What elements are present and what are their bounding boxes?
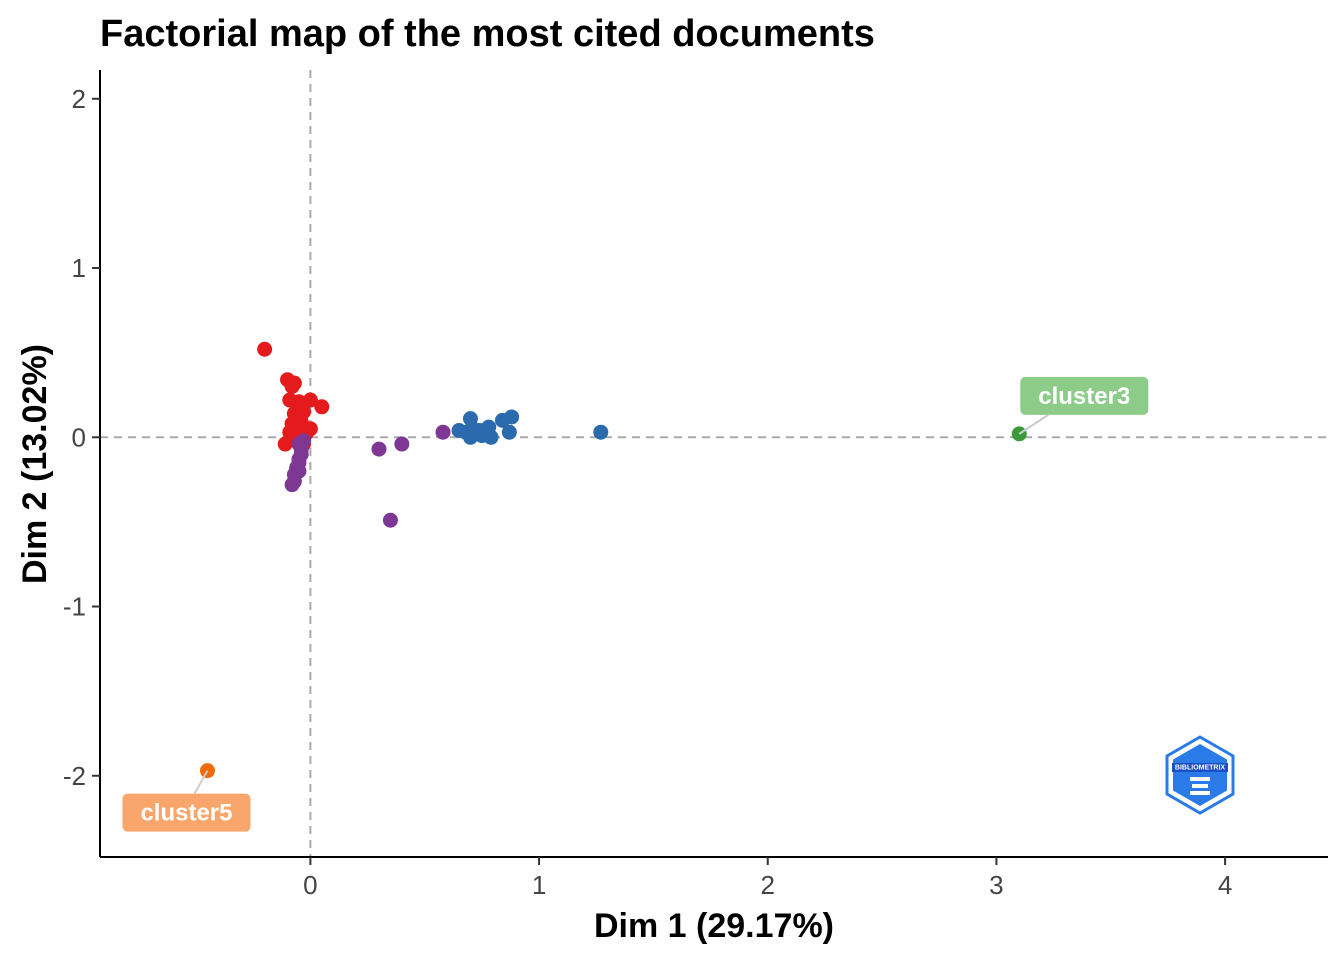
data-point [277, 436, 293, 452]
data-point [435, 424, 451, 440]
data-point [286, 375, 302, 391]
data-point [371, 441, 387, 457]
data-point [382, 512, 398, 528]
reference-lines [100, 70, 1328, 857]
data-point [314, 399, 330, 415]
logo-text: BIBLIOMETRIX [1175, 765, 1225, 772]
x-tick-label: 2 [761, 870, 775, 900]
label-connector [1018, 414, 1049, 435]
label-connector [193, 770, 209, 795]
cluster-labels-layer: cluster3 cluster5 [122, 376, 1149, 832]
data-point [302, 392, 318, 408]
x-ticks: 0 1 2 3 4 [303, 857, 1232, 900]
data-point [501, 424, 517, 440]
data-point [504, 409, 520, 425]
data-point [593, 424, 609, 440]
y-tick-label: 1 [72, 253, 86, 283]
x-tick-label: 0 [303, 870, 317, 900]
bibliometrix-logo-icon: BIBLIOMETRIX [1165, 735, 1235, 815]
x-tick-label: 1 [532, 870, 546, 900]
data-point [302, 421, 318, 437]
cluster-label-box [122, 793, 251, 832]
y-ticks: 2 1 0 -1 -2 [63, 84, 100, 791]
y-tick-label: -2 [63, 761, 86, 791]
data-point [394, 436, 410, 452]
data-point [483, 429, 499, 445]
cluster-label-text: cluster3 [1038, 383, 1130, 410]
data-point [296, 433, 312, 449]
y-tick-label: 2 [72, 84, 86, 114]
x-tick-label: 3 [989, 870, 1003, 900]
x-axis-title: Dim 1 (29.17%) [594, 907, 834, 945]
axes [99, 70, 1328, 858]
x-tick-label: 4 [1218, 870, 1232, 900]
data-point [257, 341, 273, 357]
cluster-label-box [1020, 376, 1149, 415]
cluster-label-text: cluster5 [140, 800, 232, 827]
y-tick-label: -1 [63, 592, 86, 622]
chart-title: Factorial map of the most cited document… [100, 13, 875, 55]
y-tick-label: 0 [72, 422, 86, 452]
y-axis-title: Dim 2 (13.02%) [16, 344, 54, 584]
points-layer [199, 341, 1027, 779]
